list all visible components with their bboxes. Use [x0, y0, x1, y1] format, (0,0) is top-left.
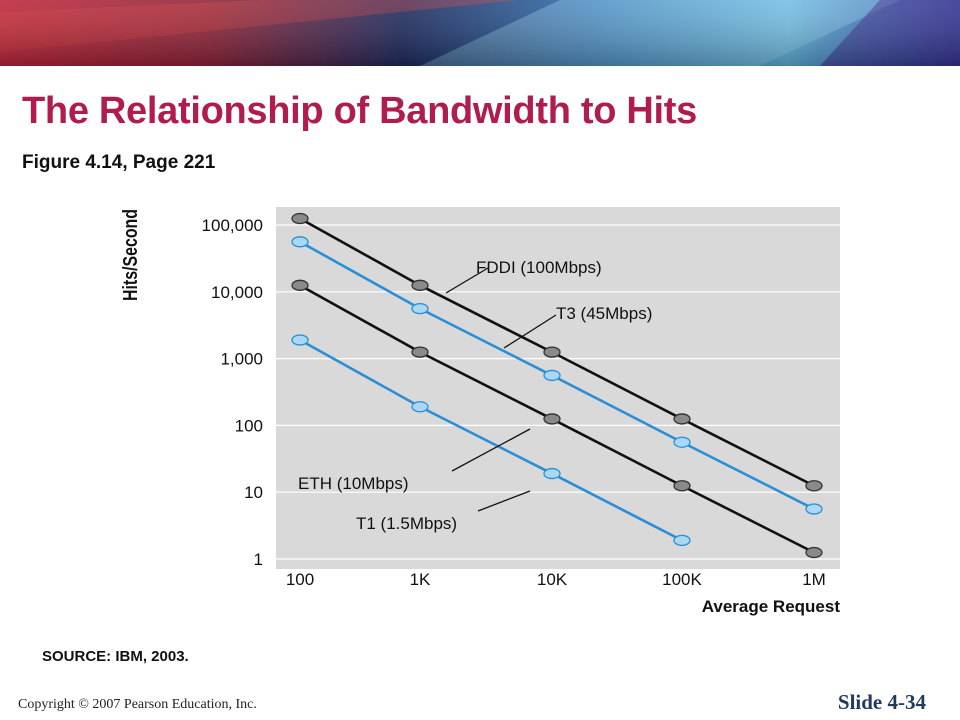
data-point-eth	[291, 279, 309, 291]
y-tick-label: 100	[235, 416, 263, 435]
data-point-t1	[411, 401, 429, 413]
data-point-eth	[805, 546, 823, 559]
slide-number: Slide 4-34	[837, 690, 926, 714]
data-point-fddi	[291, 212, 309, 225]
data-point-eth	[543, 413, 561, 425]
x-tick-label: 100	[286, 570, 314, 589]
data-point-t3	[673, 436, 691, 448]
x-tick-label: 1K	[410, 570, 431, 589]
series-lines	[291, 212, 823, 559]
series-label: FDDI (100Mbps)	[476, 258, 602, 277]
y-axis-label: Hits/Second	[120, 209, 142, 301]
figure-reference: Figure 4.14, Page 221	[22, 152, 216, 173]
slide-title: The Relationship of Bandwidth to Hits	[22, 90, 697, 132]
x-tick-label: 10K	[537, 570, 568, 589]
data-point-t3	[543, 369, 561, 382]
x-tick-label: 1M	[802, 570, 826, 589]
plot-background	[276, 207, 840, 569]
data-point-eth	[411, 346, 429, 358]
leader-line	[477, 490, 531, 512]
gridlines	[276, 224, 840, 560]
leader-line	[503, 314, 557, 349]
y-tick-label: 100,000	[202, 216, 263, 235]
data-point-fddi	[411, 279, 429, 291]
x-tick-labels: 100 1K 10K 100K 1M	[286, 570, 826, 589]
series-label: T3 (45Mbps)	[556, 304, 652, 323]
data-point-t3	[805, 503, 823, 515]
data-point-fddi	[543, 346, 561, 358]
series-line-t1	[299, 338, 683, 542]
data-point-t1	[543, 467, 561, 480]
data-point-fddi	[805, 480, 823, 492]
y-tick-label: 1,000	[220, 350, 263, 369]
series-label: ETH (10Mbps)	[298, 474, 409, 493]
y-tick-label: 1	[254, 550, 263, 569]
data-point-t1	[291, 334, 309, 346]
data-point-eth	[673, 480, 691, 492]
data-point-fddi	[673, 413, 691, 425]
y-tick-label: 10	[244, 483, 263, 502]
data-point-t1	[673, 534, 691, 547]
source-note: SOURCE: IBM, 2003.	[42, 648, 189, 665]
copyright-notice: Copyright © 2007 Pearson Education, Inc.	[18, 697, 257, 712]
series-labels: FDDI (100Mbps) T3 (45Mbps) ETH (10Mbps) T1 …	[298, 258, 652, 533]
leader-line	[445, 267, 489, 294]
data-point-t3	[411, 302, 429, 315]
x-axis-label: Average Request	[702, 597, 841, 616]
y-tick-label: 10,000	[211, 283, 263, 302]
y-tick-labels: 100,000 10,000 1,000 100 10 1	[202, 216, 263, 569]
x-tick-label: 100K	[662, 570, 702, 589]
leader-line	[451, 428, 531, 472]
data-point-t3	[291, 236, 309, 248]
header-banner	[0, 0, 960, 66]
series-label: T1 (1.5Mbps)	[356, 514, 457, 533]
